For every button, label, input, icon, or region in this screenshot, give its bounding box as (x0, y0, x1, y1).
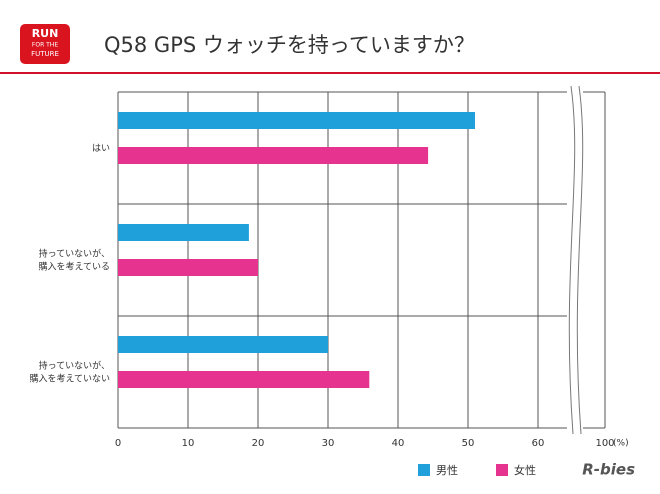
legend-label: 女性 (514, 463, 536, 477)
bar (118, 259, 258, 276)
bar (118, 147, 429, 164)
brand-logo: R-bies (582, 461, 635, 479)
logo-text: FOR THE (32, 42, 58, 49)
chart-title: Q58 GPS ウォッチを持っていますか？ (104, 33, 475, 57)
axis-break (568, 85, 584, 435)
x-tick-label: 0 (115, 438, 121, 449)
x-tick-label: 50 (462, 438, 475, 449)
x-tick-label: 40 (392, 438, 405, 449)
legend-swatch (418, 464, 430, 476)
bar (118, 112, 475, 129)
bar (118, 224, 249, 241)
x-tick-label: 30 (322, 438, 335, 449)
logo-text: FUTURE (31, 50, 59, 58)
bar (118, 371, 370, 388)
y-tick-label: 持っていないが、購入を考えている (38, 247, 110, 272)
x-tick-label: 10 (182, 438, 195, 449)
y-tick-label: はい (92, 143, 110, 154)
bar (118, 336, 328, 353)
x-tick-label: 100 (595, 438, 614, 449)
x-unit: (%) (613, 439, 629, 449)
x-tick-label: 20 (252, 438, 265, 449)
legend-swatch (496, 464, 508, 476)
logo-badge (20, 24, 70, 64)
y-tick-label: 持っていないが、購入を考えていない (29, 359, 110, 384)
logo-text: RUN (32, 27, 59, 40)
x-tick-label: 60 (532, 438, 545, 449)
legend-label: 男性 (436, 463, 458, 477)
